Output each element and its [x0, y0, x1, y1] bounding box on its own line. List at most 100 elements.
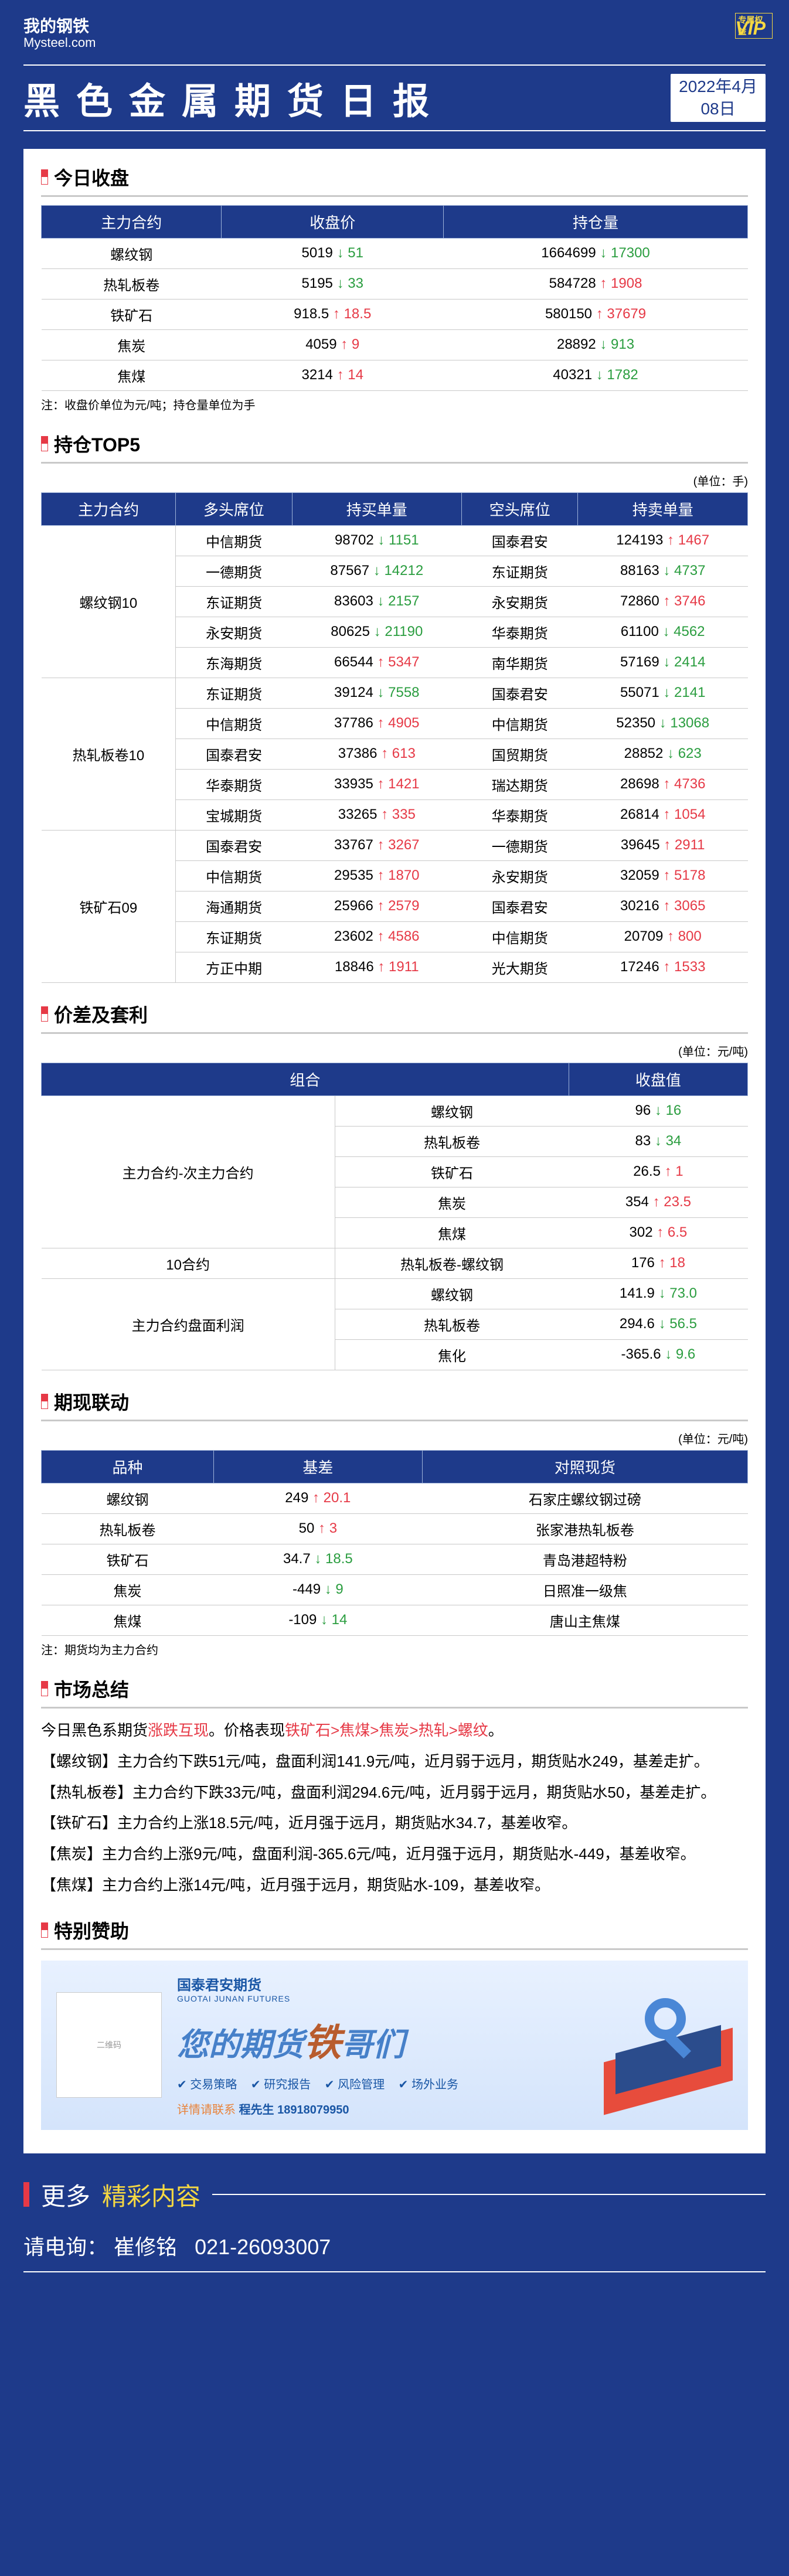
date-line1: 2022年4月: [679, 76, 757, 98]
cell-volume: 40321 ↓ 1782: [444, 360, 748, 390]
cell-short-vol: 72860 ↑ 3746: [578, 586, 748, 617]
col-header: 品种: [42, 1450, 214, 1483]
summary-line: 【铁矿石】主力合约上涨18.5元/吨，近月强于远月，期货贴水34.7，基差收窄。: [41, 1809, 748, 1837]
table-row: 铁矿石 918.5 ↑ 18.5 580150 ↑ 37679: [42, 299, 748, 329]
summary-line: 今日黑色系期货涨跌互现。价格表现铁矿石>焦煤>焦炭>热轧>螺纹。: [41, 1717, 748, 1744]
section-title: 价差及套利: [54, 1001, 148, 1027]
col-header: 组合: [42, 1063, 569, 1095]
cell-spot-ref: 青岛港超特粉: [422, 1544, 747, 1574]
section-mark-icon: [41, 1006, 48, 1022]
cell-volume: 1664699 ↓ 17300: [444, 238, 748, 268]
section-title: 期现联动: [54, 1388, 129, 1415]
sponsor-brand: 国泰君安期货 GUOTAI JUNAN FUTURES: [177, 1973, 565, 2005]
table-row: 10合约 热轧板卷-螺纹钢 176 ↑ 18: [42, 1248, 748, 1278]
col-header: 主力合约: [42, 492, 176, 525]
cell-item: 螺纹钢: [335, 1278, 569, 1309]
cell-price: 4059 ↑ 9: [222, 329, 444, 360]
cell-value: 176 ↑ 18: [569, 1248, 747, 1278]
cell-long-vol: 33265 ↑ 335: [292, 799, 462, 830]
basis-note: 注：期货均为主力合约: [41, 1641, 748, 1658]
section-header-close: 今日收盘: [41, 164, 748, 197]
site-logo: 我的钢铁 Mysteel.com: [23, 18, 96, 50]
cell-short-seat: 国泰君安: [462, 525, 578, 556]
cell-short-vol: 61100 ↓ 4562: [578, 617, 748, 647]
footer-contact: 请电询： 崔修铭 021-26093007: [23, 2230, 766, 2272]
footer: 更多 精彩内容 请电询： 崔修铭 021-26093007: [0, 2153, 789, 2302]
cell-value: 302 ↑ 6.5: [569, 1217, 747, 1248]
cell-product: 焦炭: [42, 1574, 214, 1605]
cell-short-vol: 30216 ↑ 3065: [578, 891, 748, 921]
cell-value: -365.6 ↓ 9.6: [569, 1339, 747, 1370]
logo-english: Mysteel.com: [23, 36, 96, 50]
cell-short-vol: 17246 ↑ 1533: [578, 952, 748, 982]
cell-short-seat: 永安期货: [462, 860, 578, 891]
cell-long-vol: 87567 ↓ 14212: [292, 556, 462, 586]
cell-price: 5019 ↓ 51: [222, 238, 444, 268]
table-row: 焦煤 3214 ↑ 14 40321 ↓ 1782: [42, 360, 748, 390]
cell-combo-group: 主力合约盘面利润: [42, 1278, 335, 1370]
cell-item: 焦化: [335, 1339, 569, 1370]
cell-long-seat: 中信期货: [176, 860, 292, 891]
title-bar: 黑色金属期货日报 2022年4月 08日: [23, 64, 766, 131]
section-header-sponsor: 特别赞助: [41, 1917, 748, 1950]
col-header: 持买单量: [292, 492, 462, 525]
section-title: 市场总结: [54, 1675, 129, 1702]
cell-short-seat: 华泰期货: [462, 799, 578, 830]
cell-short-vol: 57169 ↓ 2414: [578, 647, 748, 678]
table-row: 主力合约盘面利润 螺纹钢 141.9 ↓ 73.0: [42, 1278, 748, 1309]
cell-long-vol: 33767 ↑ 3267: [292, 830, 462, 860]
cell-short-seat: 南华期货: [462, 647, 578, 678]
cell-short-seat: 一德期货: [462, 830, 578, 860]
close-note: 注：收盘价单位为元/吨；持仓量单位为手: [41, 396, 748, 413]
cell-value: 141.9 ↓ 73.0: [569, 1278, 747, 1309]
table-row: 铁矿石 34.7 ↓ 18.5 青岛港超特粉: [42, 1544, 748, 1574]
cell-basis: -449 ↓ 9: [213, 1574, 422, 1605]
cell-short-seat: 国贸期货: [462, 739, 578, 769]
cell-contract: 热轧板卷: [42, 268, 222, 299]
cell-short-vol: 88163 ↓ 4737: [578, 556, 748, 586]
col-header: 主力合约: [42, 205, 222, 238]
cell-contract: 焦炭: [42, 329, 222, 360]
divider-line: [212, 2194, 766, 2195]
cell-short-vol: 55071 ↓ 2141: [578, 678, 748, 708]
cell-contract: 焦煤: [42, 360, 222, 390]
col-header: 对照现货: [422, 1450, 747, 1483]
cell-long-vol: 18846 ↑ 1911: [292, 952, 462, 982]
unit-label: (单位：元/吨): [41, 1430, 748, 1447]
date-box: 2022年4月 08日: [671, 74, 766, 122]
cell-long-seat: 东证期货: [176, 586, 292, 617]
table-row: 焦炭 -449 ↓ 9 日照准一级焦: [42, 1574, 748, 1605]
summary-line: 【螺纹钢】主力合约下跌51元/吨，盘面利润141.9元/吨，近月弱于远月，期货贴…: [41, 1748, 748, 1775]
cell-short-vol: 124193 ↑ 1467: [578, 525, 748, 556]
cell-contract-group: 铁矿石09: [42, 830, 176, 982]
cell-long-seat: 国泰君安: [176, 739, 292, 769]
cell-long-seat: 海通期货: [176, 891, 292, 921]
col-header: 收盘值: [569, 1063, 747, 1095]
cell-volume: 580150 ↑ 37679: [444, 299, 748, 329]
cell-value: 26.5 ↑ 1: [569, 1156, 747, 1187]
bar-icon: [23, 2182, 29, 2207]
cell-long-vol: 29535 ↑ 1870: [292, 860, 462, 891]
cell-long-seat: 中信期货: [176, 525, 292, 556]
cell-long-seat: 中信期货: [176, 708, 292, 739]
cell-item: 热轧板卷-螺纹钢: [335, 1248, 569, 1278]
cell-contract-group: 螺纹钢10: [42, 525, 176, 678]
spread-table: 组合 收盘值 主力合约-次主力合约 螺纹钢 96 ↓ 16 热轧板卷 83 ↓ …: [41, 1063, 748, 1370]
summary-line: 【焦炭】主力合约上涨9元/吨，盘面利润-365.6元/吨，近月强于远月，期货贴水…: [41, 1840, 748, 1868]
cell-product: 螺纹钢: [42, 1483, 214, 1513]
cell-long-seat: 永安期货: [176, 617, 292, 647]
summary-line: 【焦煤】主力合约上涨14元/吨，近月强于远月，期货贴水-109，基差收窄。: [41, 1871, 748, 1899]
section-header-top5: 持仓TOP5: [41, 430, 748, 464]
cell-basis: 34.7 ↓ 18.5: [213, 1544, 422, 1574]
more-label-2: 精彩内容: [102, 2177, 200, 2213]
cell-basis: 50 ↑ 3: [213, 1513, 422, 1544]
section-mark-icon: [41, 169, 48, 185]
cell-short-seat: 中信期货: [462, 708, 578, 739]
content: 今日收盘 主力合约收盘价持仓量 螺纹钢 5019 ↓ 51 1664699 ↓ …: [23, 149, 766, 2153]
cell-short-vol: 28698 ↑ 4736: [578, 769, 748, 799]
cell-spot-ref: 石家庄螺纹钢过磅: [422, 1483, 747, 1513]
cell-long-vol: 98702 ↓ 1151: [292, 525, 462, 556]
cell-item: 热轧板卷: [335, 1126, 569, 1156]
col-header: 多头席位: [176, 492, 292, 525]
more-content-header: 更多 精彩内容: [23, 2177, 766, 2213]
